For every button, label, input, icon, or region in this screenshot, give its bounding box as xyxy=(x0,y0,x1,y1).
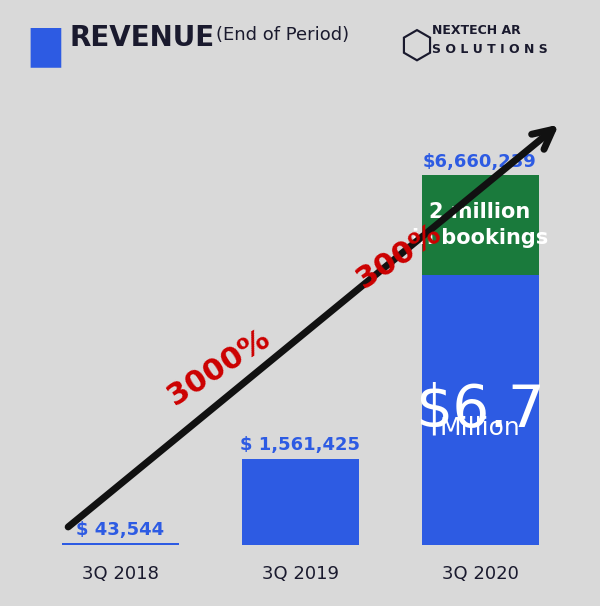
Text: 300%: 300% xyxy=(352,218,446,294)
Text: REVENUE: REVENUE xyxy=(69,24,214,52)
Text: $6,660,239: $6,660,239 xyxy=(423,153,537,170)
Text: (End of Period): (End of Period) xyxy=(216,26,349,44)
Text: 3Q 2019: 3Q 2019 xyxy=(262,565,338,583)
Text: $ 1,561,425: $ 1,561,425 xyxy=(240,436,360,454)
Text: Million: Million xyxy=(440,416,520,440)
Text: NEXTECH AR
S O L U T I O N S: NEXTECH AR S O L U T I O N S xyxy=(432,24,548,56)
Text: 2 million
in bookings: 2 million in bookings xyxy=(412,202,548,248)
Text: ⬡: ⬡ xyxy=(399,27,433,65)
Text: 3000%: 3000% xyxy=(163,324,275,411)
FancyBboxPatch shape xyxy=(421,275,539,545)
Text: $ 43,544: $ 43,544 xyxy=(76,521,164,539)
Text: █: █ xyxy=(30,27,60,67)
Text: $6.7: $6.7 xyxy=(415,382,545,439)
FancyBboxPatch shape xyxy=(421,175,539,275)
Text: 3Q 2020: 3Q 2020 xyxy=(442,565,518,583)
FancyBboxPatch shape xyxy=(62,543,179,545)
Text: 3Q 2018: 3Q 2018 xyxy=(82,565,158,583)
FancyBboxPatch shape xyxy=(241,459,359,545)
